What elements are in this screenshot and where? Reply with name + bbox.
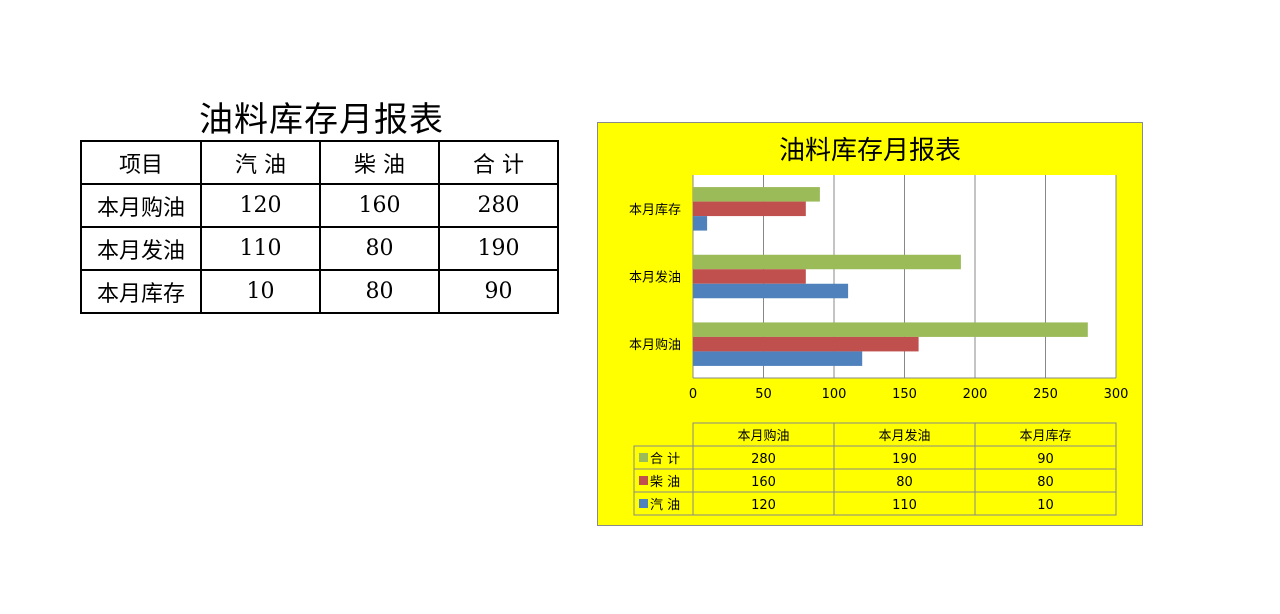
table-cell: 110 xyxy=(200,226,321,271)
data-table-value: 120 xyxy=(751,498,776,513)
table-cell: 90 xyxy=(438,269,559,314)
x-tick-label: 100 xyxy=(822,387,847,402)
legend-swatch xyxy=(639,476,648,485)
bar xyxy=(693,269,806,284)
header-cell: 柴 油 xyxy=(319,140,440,185)
bar xyxy=(693,216,708,231)
row-label-cell: 本月发油 xyxy=(80,226,202,271)
bar xyxy=(693,351,863,366)
table-row: 本月发油 110 80 190 xyxy=(80,226,559,271)
table-cell: 190 xyxy=(438,226,559,271)
data-table-value: 90 xyxy=(1037,452,1054,467)
legend-label: 柴 油 xyxy=(650,475,680,490)
x-tick-label: 150 xyxy=(892,387,917,402)
x-tick-label: 300 xyxy=(1104,387,1129,402)
table-cell: 80 xyxy=(319,226,440,271)
y-category-label: 本月发油 xyxy=(629,270,681,286)
bar xyxy=(693,336,919,352)
data-table-value: 160 xyxy=(751,475,776,490)
bar xyxy=(693,201,806,217)
y-category-label: 本月库存 xyxy=(629,202,681,218)
table-cell: 10 xyxy=(200,269,321,314)
table-cell: 120 xyxy=(200,183,321,228)
data-table-header-label: 本月发油 xyxy=(878,428,930,444)
legend-label: 汽 油 xyxy=(650,498,680,513)
data-table-value: 280 xyxy=(751,452,776,467)
data-table-cell xyxy=(974,491,1117,516)
x-tick-label: 50 xyxy=(755,387,772,402)
bar xyxy=(693,283,849,299)
row-label-cell: 本月库存 xyxy=(80,269,202,314)
table-cell: 160 xyxy=(319,183,440,228)
y-category-label: 本月购油 xyxy=(629,337,681,353)
table-header-row: 项目 汽 油 柴 油 合 计 xyxy=(80,140,559,185)
x-tick-label: 250 xyxy=(1033,387,1058,402)
bar xyxy=(693,187,820,202)
table-cell: 280 xyxy=(438,183,559,228)
legend-label: 合 计 xyxy=(650,452,680,467)
header-cell: 合 计 xyxy=(438,140,559,185)
header-cell: 项目 xyxy=(80,140,202,185)
data-table-value: 10 xyxy=(1037,498,1054,513)
legend-swatch xyxy=(639,453,648,462)
x-tick-label: 200 xyxy=(963,387,988,402)
data-table-header-label: 本月购油 xyxy=(737,428,789,444)
bar xyxy=(693,322,1088,337)
chart-title: 油料库存月报表 xyxy=(779,136,961,166)
table-row: 本月库存 10 80 90 xyxy=(80,269,559,314)
table-row: 本月购油 120 160 280 xyxy=(80,183,559,228)
data-table-value: 80 xyxy=(896,475,913,490)
bar xyxy=(693,254,961,270)
x-tick-label: 0 xyxy=(689,387,697,402)
data-table-value: 80 xyxy=(1037,475,1054,490)
chart-svg: 油料库存月报表 0 50 100 150 200 250 300本月购油本月发油本月库存本月… xyxy=(629,136,1129,516)
table-cell: 80 xyxy=(319,269,440,314)
bar-chart: 油料库存月报表 0 50 100 150 200 250 300 本月购油 本月发油 本月库存 本月… xyxy=(597,122,1143,526)
inventory-table: 项目 汽 油 柴 油 合 计 本月购油 120 160 280 本月发油 110… xyxy=(80,140,559,314)
data-table-value: 110 xyxy=(892,498,917,513)
table-title: 油料库存月报表 xyxy=(199,100,444,140)
legend-swatch xyxy=(639,499,648,508)
header-cell: 汽 油 xyxy=(200,140,321,185)
data-table-header-label: 本月库存 xyxy=(1019,428,1071,444)
row-label-cell: 本月购油 xyxy=(80,183,202,228)
data-table-value: 190 xyxy=(892,452,917,467)
